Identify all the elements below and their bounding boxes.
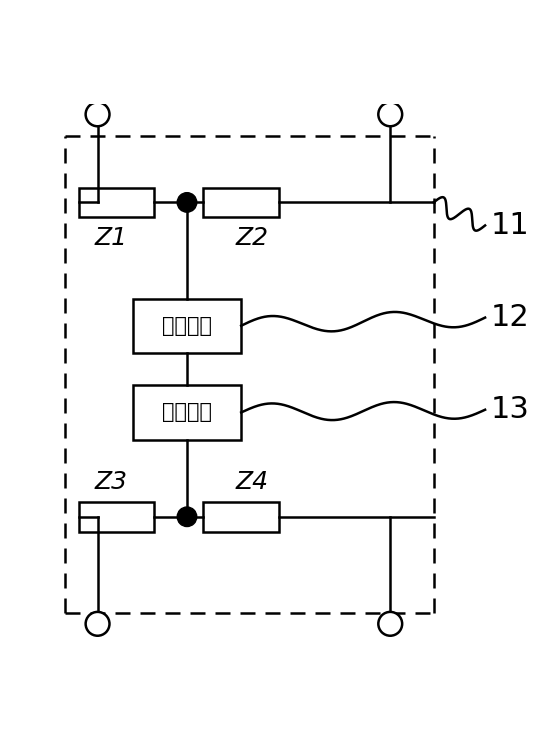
Circle shape	[378, 103, 402, 127]
Circle shape	[86, 612, 109, 636]
Text: 13: 13	[491, 395, 530, 424]
Circle shape	[177, 192, 197, 212]
Text: 驱动模块: 驱动模块	[162, 316, 212, 336]
Bar	[203, 187, 279, 217]
Circle shape	[378, 612, 402, 636]
Text: Z4: Z4	[236, 470, 268, 494]
Bar	[79, 187, 154, 217]
Text: 12: 12	[491, 303, 529, 332]
Text: Z2: Z2	[236, 225, 268, 249]
Bar	[79, 502, 154, 532]
Text: 发光光源: 发光光源	[162, 402, 212, 422]
Bar	[203, 502, 279, 532]
Bar	[133, 299, 241, 353]
Text: Z1: Z1	[95, 225, 127, 249]
Circle shape	[177, 507, 197, 527]
Text: Z3: Z3	[95, 470, 127, 494]
Circle shape	[86, 103, 109, 127]
Bar	[133, 385, 241, 440]
Text: 11: 11	[491, 211, 529, 240]
